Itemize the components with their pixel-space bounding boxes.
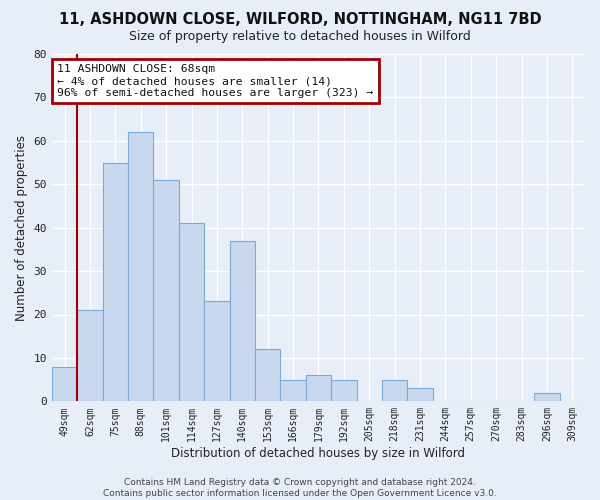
Bar [382,380,407,402]
Bar [534,392,560,402]
Bar [306,376,331,402]
Text: Contains HM Land Registry data © Crown copyright and database right 2024.
Contai: Contains HM Land Registry data © Crown c… [103,478,497,498]
Text: 11 ASHDOWN CLOSE: 68sqm
← 4% of detached houses are smaller (14)
96% of semi-det: 11 ASHDOWN CLOSE: 68sqm ← 4% of detached… [57,64,373,98]
X-axis label: Distribution of detached houses by size in Wilford: Distribution of detached houses by size … [172,447,466,460]
Text: Size of property relative to detached houses in Wilford: Size of property relative to detached ho… [129,30,471,43]
Bar [103,162,128,402]
Bar [331,380,356,402]
Bar [179,224,204,402]
Bar [128,132,154,402]
Bar [77,310,103,402]
Text: 11, ASHDOWN CLOSE, WILFORD, NOTTINGHAM, NG11 7BD: 11, ASHDOWN CLOSE, WILFORD, NOTTINGHAM, … [59,12,541,28]
Bar [255,349,280,402]
Bar [52,366,77,402]
Bar [154,180,179,402]
Bar [280,380,306,402]
Bar [204,302,230,402]
Y-axis label: Number of detached properties: Number of detached properties [15,134,28,320]
Bar [230,240,255,402]
Bar [407,388,433,402]
